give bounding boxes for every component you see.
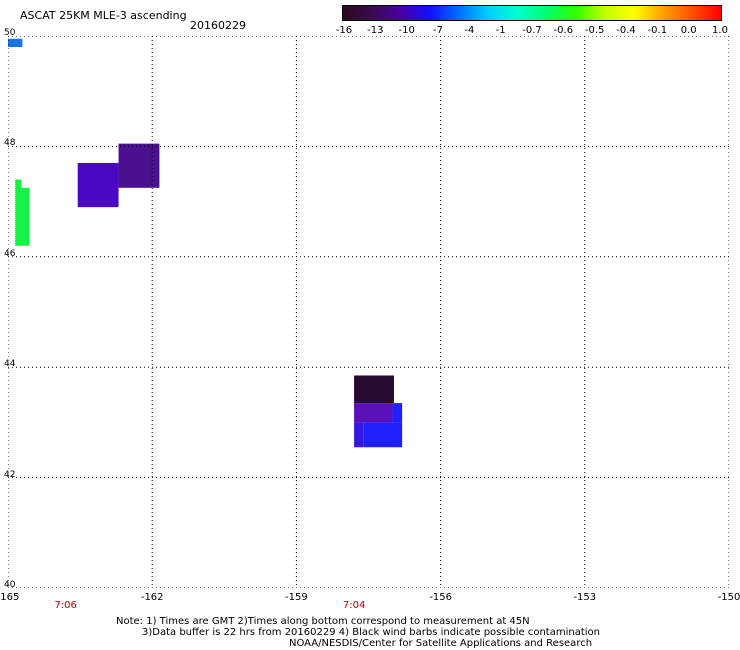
lat-tick-label: 40 [4, 580, 16, 590]
lon-tick-label: -162 [140, 592, 164, 603]
time-label: 7:04 [342, 600, 366, 611]
lat-tick-label: 48 [4, 138, 16, 149]
colorbar [342, 5, 722, 21]
lat-tick-label: 50 [4, 28, 16, 38]
data-cell [15, 179, 22, 246]
colorbar-label: 1.0 [712, 25, 728, 36]
colorbar-label: -10 [398, 25, 415, 36]
lat-tick-label: 42 [4, 469, 16, 480]
data-cell [354, 375, 394, 404]
data-cell [363, 422, 403, 448]
colorbar-label: 0.0 [680, 25, 697, 36]
colorbar-label: -4 [464, 25, 475, 36]
map-date: 20160229 [190, 19, 246, 32]
colorbar-label: -0.7 [522, 25, 542, 36]
lon-tick-label: -150 [717, 592, 740, 603]
colorbar-label: -0.4 [616, 25, 636, 36]
note-line-3: NOAA/NESDIS/Center for Satellite Applica… [289, 638, 593, 649]
map-title: ASCAT 25KM MLE-3 ascending [20, 9, 187, 22]
data-cell [354, 422, 364, 448]
note-line-2: 3)Data buffer is 22 hrs from 20160229 4)… [142, 627, 600, 638]
lat-tick-label: 44 [4, 359, 16, 370]
lon-tick-label: -153 [573, 592, 597, 603]
colorbar-label: -16 [335, 25, 353, 36]
data-cell [118, 143, 160, 188]
data-cell [77, 162, 119, 208]
colorbar-label: -7 [433, 25, 443, 36]
colorbar-label: -0.6 [553, 25, 574, 36]
data-cell [354, 403, 393, 423]
colorbar-label: -0.1 [647, 25, 668, 36]
colorbar-label: -0.5 [584, 25, 605, 36]
data-cell [21, 187, 30, 246]
lon-tick-label: -165 [0, 592, 20, 603]
data-cell [8, 38, 23, 48]
lat-tick-label: 46 [4, 248, 16, 259]
colorbar-label: -13 [367, 25, 384, 36]
colorbar-label: -1 [495, 25, 506, 36]
lon-tick-label: -159 [285, 592, 308, 603]
note-line-1: Note: 1) Times are GMT 2)Times along bot… [116, 616, 530, 627]
lon-tick-label: -156 [429, 592, 452, 603]
data-cell [392, 403, 403, 423]
map-plot [8, 36, 729, 588]
time-label: 7:06 [54, 600, 77, 611]
